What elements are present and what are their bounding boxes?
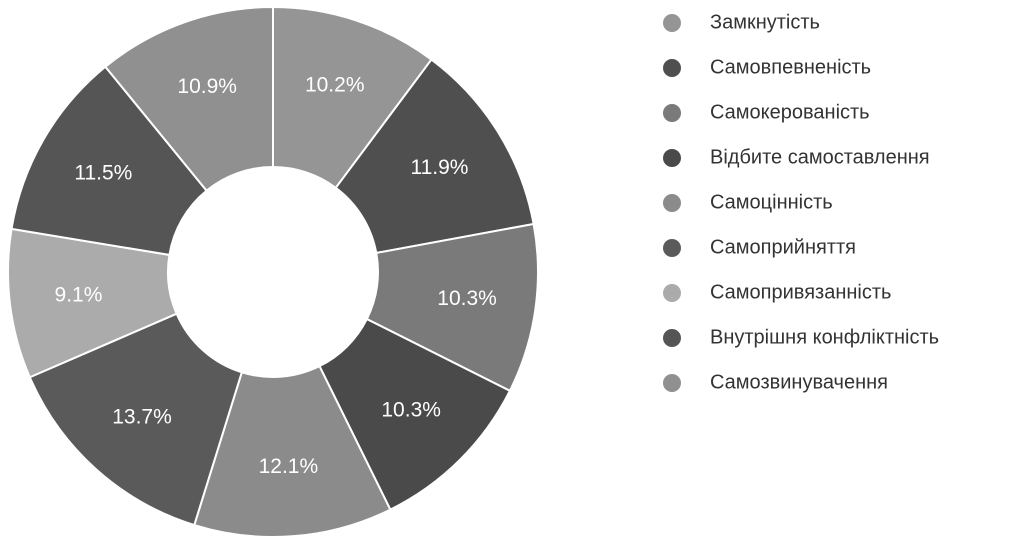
slice — [272, 5, 433, 190]
legend-swatch — [663, 149, 681, 167]
slice-label: 12.1% — [259, 455, 319, 478]
legend-text: Самозвинувачення — [710, 371, 888, 393]
legend-text: Самовпевненість — [710, 56, 871, 78]
slice — [334, 58, 535, 255]
legend-text: Замкнутість — [710, 11, 820, 33]
legend-text: Самопривязанність — [710, 281, 891, 303]
legend-text: Самоцінність — [710, 191, 833, 213]
slice-label: 10.2% — [305, 74, 365, 97]
slice-label: 13.7% — [112, 405, 172, 428]
legend-swatch — [663, 284, 681, 302]
legend-swatch — [663, 374, 681, 392]
legend-swatch — [663, 104, 681, 122]
legend-text: Самоприйняття — [710, 236, 856, 258]
legend-swatch — [663, 14, 681, 32]
legend-text: Самокерованість — [710, 101, 870, 123]
legend-swatch — [663, 194, 681, 212]
slice — [28, 312, 244, 527]
slice — [365, 222, 539, 393]
slice — [103, 5, 274, 193]
slice-label: 10.3% — [437, 287, 497, 310]
legend-swatch — [663, 239, 681, 257]
slice-label: 10.3% — [381, 399, 441, 422]
legend-text: Відбите самоставлення — [710, 146, 930, 168]
slice — [193, 364, 392, 538]
slice-label: 9.1% — [55, 284, 103, 307]
legend-text: Внутрішня конфліктність — [710, 326, 939, 348]
slice-label: 10.9% — [177, 75, 237, 98]
legend-swatch — [663, 329, 681, 347]
slice — [10, 65, 208, 257]
legend-swatch — [663, 59, 681, 77]
slice-label: 11.5% — [74, 161, 132, 184]
slice-label: 11.9% — [410, 156, 468, 179]
